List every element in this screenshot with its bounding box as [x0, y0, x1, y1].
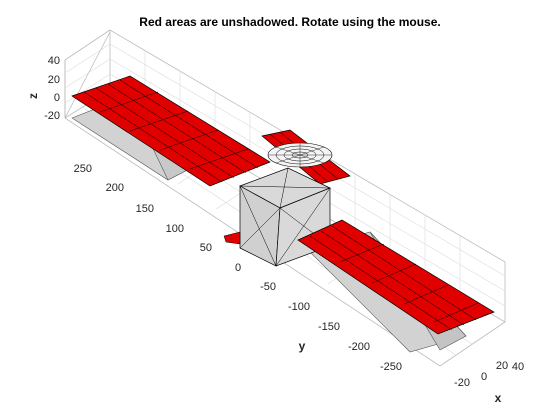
- z-axis-label: z: [26, 93, 40, 99]
- plot-title: Red areas are unshadowed. Rotate using t…: [139, 15, 440, 29]
- y-tick-label: -100: [288, 301, 310, 313]
- x-axis: -20 0 20 40 x: [454, 360, 524, 405]
- y-tick-label: -200: [348, 341, 370, 353]
- y-tick-label: -250: [380, 361, 402, 373]
- z-axis: 40 20 0 -20 z: [26, 55, 60, 122]
- left-solar-panel: [71, 75, 271, 187]
- antenna-dish: [267, 142, 333, 168]
- satellite-body: [223, 167, 331, 267]
- x-tick-label: 20: [496, 360, 508, 372]
- y-tick-label: 100: [166, 223, 184, 235]
- x-tick-label: 40: [512, 361, 524, 373]
- right-solar-panel: [297, 219, 495, 335]
- z-tick-label: 20: [48, 74, 60, 86]
- x-tick-label: 0: [481, 371, 487, 383]
- z-tick-label: -20: [44, 110, 60, 122]
- y-tick-label: 250: [74, 163, 92, 175]
- y-tick-label: -50: [260, 281, 276, 293]
- y-axis-label: y: [299, 339, 306, 353]
- y-tick-label: 0: [235, 262, 241, 274]
- y-tick-label: 200: [106, 182, 124, 194]
- x-axis-label: x: [495, 391, 502, 405]
- y-tick-label: 150: [136, 203, 154, 215]
- z-tick-label: 40: [48, 55, 60, 67]
- x-tick-label: -20: [454, 377, 470, 389]
- z-tick-label: 0: [54, 92, 60, 104]
- y-tick-label: -150: [318, 321, 340, 333]
- y-tick-label: 50: [200, 242, 212, 254]
- y-axis: 250 200 150 100 50 0 -50 -100 -150 -200 …: [74, 163, 402, 373]
